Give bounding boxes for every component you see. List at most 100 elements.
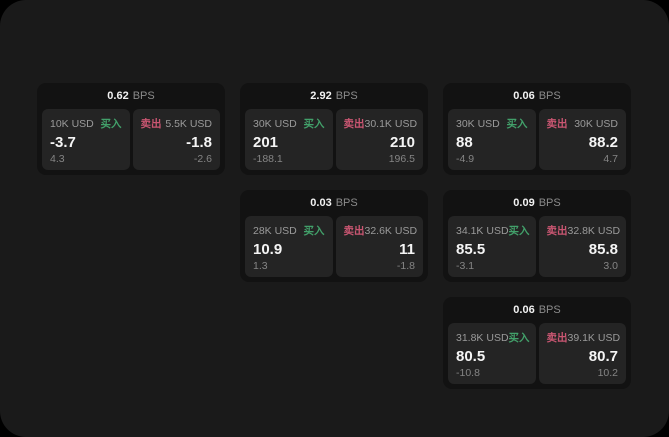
bps-value: 0.03	[310, 197, 332, 209]
panels: 34.1K USD 买入 85.5 -3.1 卖出 32.8K USD 85.8…	[443, 214, 631, 282]
buy-side-label: 买入	[508, 332, 530, 344]
sell-price: 210	[389, 134, 415, 152]
bps-value: 0.62	[107, 90, 129, 102]
sell-panel[interactable]: 卖出 30K USD 88.2 4.7	[538, 109, 626, 170]
panels: 30K USD 买入 88 -4.9 卖出 30K USD 88.2 4.7	[443, 107, 631, 175]
sell-price: 88.2	[588, 134, 618, 152]
buy-price: 85.5	[456, 241, 486, 259]
buy-panel[interactable]: 34.1K USD 买入 85.5 -3.1	[448, 216, 536, 277]
buy-price: 80.5	[456, 348, 486, 366]
buy-panel-top: 31.8K USD 买入	[456, 330, 530, 345]
buy-amount: 30K USD	[456, 118, 500, 130]
buy-panel-top: 30K USD 买入	[456, 116, 528, 131]
buy-side-label: 买入	[303, 118, 325, 130]
bps-value: 0.06	[513, 304, 535, 316]
sell-sub-value: 3.0	[603, 259, 618, 272]
buy-panel-top: 34.1K USD 买入	[456, 223, 530, 238]
sell-price: -1.8	[186, 134, 212, 152]
quote-card: 2.92 BPS 30K USD 买入 201 -188.1 卖出 30.1K …	[240, 83, 428, 175]
sell-panel[interactable]: 卖出 5.5K USD -1.8 -2.6	[132, 109, 220, 170]
buy-amount: 28K USD	[253, 225, 297, 237]
sell-side-label: 卖出	[546, 332, 568, 344]
sell-sub-value: -1.8	[396, 259, 415, 272]
bps-unit-label: BPS	[538, 304, 561, 316]
buy-sub-value: 1.3	[253, 259, 268, 272]
buy-amount: 10K USD	[50, 118, 94, 130]
sell-side-label: 卖出	[343, 225, 365, 237]
bps-value: 2.92	[310, 90, 332, 102]
buy-amount: 30K USD	[253, 118, 297, 130]
buy-panel-top: 30K USD 买入	[253, 116, 325, 131]
buy-sub-value: -10.8	[456, 366, 480, 379]
sell-amount: 32.6K USD	[364, 225, 418, 237]
quote-card: 0.09 BPS 34.1K USD 买入 85.5 -3.1 卖出 32.8K…	[443, 190, 631, 282]
sell-price: 85.8	[588, 241, 618, 259]
sell-sub-value: 196.5	[388, 152, 415, 165]
sell-panel-top: 卖出 32.6K USD	[343, 223, 418, 238]
sell-side-label: 卖出	[140, 118, 162, 130]
buy-panel[interactable]: 28K USD 买入 10.9 1.3	[245, 216, 333, 277]
buy-price: -3.7	[50, 134, 76, 152]
buy-panel-top: 10K USD 买入	[50, 116, 122, 131]
buy-panel[interactable]: 30K USD 买入 201 -188.1	[245, 109, 333, 170]
sell-amount: 32.8K USD	[567, 225, 621, 237]
buy-panel[interactable]: 10K USD 买入 -3.7 4.3	[42, 109, 130, 170]
sell-sub-value: 10.2	[597, 366, 618, 379]
sell-panel[interactable]: 卖出 30.1K USD 210 196.5	[335, 109, 423, 170]
sell-panel[interactable]: 卖出 39.1K USD 80.7 10.2	[538, 323, 626, 384]
card-header: 0.62 BPS	[37, 83, 225, 107]
buy-price: 88	[456, 134, 473, 152]
quote-card: 0.62 BPS 10K USD 买入 -3.7 4.3 卖出 5.5K USD	[37, 83, 225, 175]
panels: 31.8K USD 买入 80.5 -10.8 卖出 39.1K USD 80.…	[443, 321, 631, 389]
bps-unit-label: BPS	[335, 197, 358, 209]
sell-side-label: 卖出	[546, 118, 568, 130]
bps-unit-label: BPS	[335, 90, 358, 102]
buy-side-label: 买入	[506, 118, 528, 130]
buy-amount: 34.1K USD	[456, 225, 509, 237]
bps-value: 0.06	[513, 90, 535, 102]
buy-sub-value: -188.1	[253, 152, 283, 165]
buy-side-label: 买入	[100, 118, 122, 130]
sell-side-label: 卖出	[546, 225, 568, 237]
buy-side-label: 买入	[303, 225, 325, 237]
sell-amount: 30K USD	[574, 118, 618, 130]
card-header: 0.06 BPS	[443, 83, 631, 107]
quote-card: 0.03 BPS 28K USD 买入 10.9 1.3 卖出 32.6K US…	[240, 190, 428, 282]
sell-panel-top: 卖出 30.1K USD	[343, 116, 418, 131]
bps-unit-label: BPS	[538, 90, 561, 102]
buy-sub-value: 4.3	[50, 152, 65, 165]
sell-price: 80.7	[588, 348, 618, 366]
sell-panel-top: 卖出 30K USD	[547, 116, 619, 131]
buy-panel[interactable]: 31.8K USD 买入 80.5 -10.8	[448, 323, 536, 384]
sell-sub-value: 4.7	[603, 152, 618, 165]
card-header: 0.03 BPS	[240, 190, 428, 214]
sell-panel[interactable]: 卖出 32.8K USD 85.8 3.0	[538, 216, 626, 277]
bps-value: 0.09	[513, 197, 535, 209]
card-header: 2.92 BPS	[240, 83, 428, 107]
buy-sub-value: -3.1	[456, 259, 475, 272]
panels: 28K USD 买入 10.9 1.3 卖出 32.6K USD 11 -1.8	[240, 214, 428, 282]
quote-card: 0.06 BPS 30K USD 买入 88 -4.9 卖出 30K USD	[443, 83, 631, 175]
sell-amount: 30.1K USD	[364, 118, 418, 130]
sell-amount: 5.5K USD	[165, 118, 212, 130]
buy-price: 201	[253, 134, 279, 152]
sell-price: 11	[399, 241, 415, 259]
quote-card-grid: 0.62 BPS 10K USD 买入 -3.7 4.3 卖出 5.5K USD	[37, 83, 631, 389]
bps-unit-label: BPS	[538, 197, 561, 209]
buy-panel[interactable]: 30K USD 买入 88 -4.9	[448, 109, 536, 170]
panels: 30K USD 买入 201 -188.1 卖出 30.1K USD 210 1…	[240, 107, 428, 175]
card-header: 0.06 BPS	[443, 297, 631, 321]
panels: 10K USD 买入 -3.7 4.3 卖出 5.5K USD -1.8 -2.…	[37, 107, 225, 175]
buy-panel-top: 28K USD 买入	[253, 223, 325, 238]
card-header: 0.09 BPS	[443, 190, 631, 214]
sell-panel[interactable]: 卖出 32.6K USD 11 -1.8	[335, 216, 423, 277]
sell-panel-top: 卖出 5.5K USD	[141, 116, 213, 131]
sell-sub-value: -2.6	[193, 152, 212, 165]
sell-amount: 39.1K USD	[567, 332, 621, 344]
quote-card: 0.06 BPS 31.8K USD 买入 80.5 -10.8 卖出 39.1…	[443, 297, 631, 389]
buy-price: 10.9	[253, 241, 283, 259]
sell-side-label: 卖出	[343, 118, 365, 130]
buy-sub-value: -4.9	[456, 152, 475, 165]
sell-panel-top: 卖出 32.8K USD	[546, 223, 621, 238]
